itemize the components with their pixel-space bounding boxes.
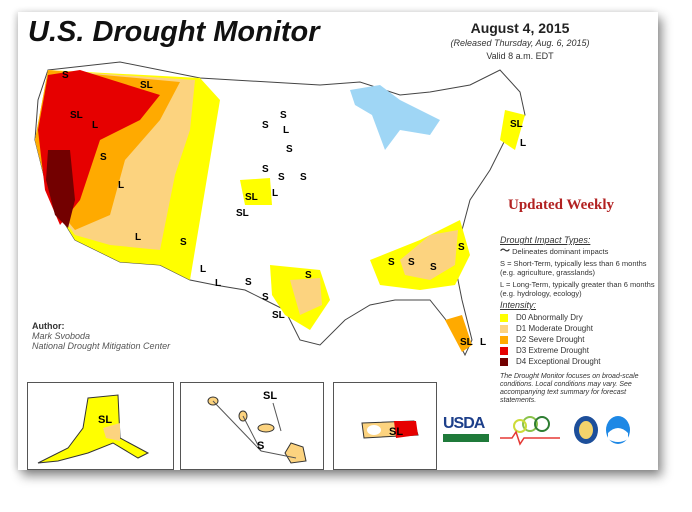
impact-label: S [180,237,187,248]
delineates-text: Delineates dominant impacts [512,247,609,256]
intensity-title: Intensity: [500,300,537,310]
hawaii-label-sl: SL [263,390,277,402]
puerto-rico-inset: SL [333,382,437,470]
updated-weekly-label: Updated Weekly [508,197,614,213]
puerto-rico-label: SL [389,426,403,438]
d4-california [46,150,75,228]
impact-label: S [305,270,312,281]
impact-label: S [408,257,415,268]
impact-label: SL [460,337,473,348]
great-lakes [350,85,440,150]
legend-item: D2 Severe Drought [500,334,660,345]
legend: Drought Impact Types: 〜 Delineates domin… [500,236,660,405]
legend-label: D0 Abnormally Dry [516,313,583,322]
hawaii-label-s: S [257,440,264,452]
author-name: Mark Svoboda [32,331,91,341]
legend-swatch [500,346,508,355]
impact-label: S [458,242,465,253]
legend-item: D1 Moderate Drought [500,323,660,334]
impact-label: S [245,277,252,288]
impact-label: L [92,120,98,131]
commerce-seal-icon [574,416,598,444]
legend-swatch [500,357,508,366]
impact-label: S [262,120,269,131]
impact-label: L [283,125,289,136]
legend-item: D4 Exceptional Drought [500,356,660,367]
valid-time: Valid 8 a.m. EDT [486,51,554,61]
short-term-note: S = Short-Term, typically less than 6 mo… [500,259,647,277]
legend-label: D2 Severe Drought [516,335,585,344]
map-date: August 4, 2015 [470,20,570,36]
impact-label: S [388,257,395,268]
impact-label: SL [140,80,153,91]
author-block: Author: Mark Svoboda National Drought Mi… [32,321,170,351]
legend-item: D0 Abnormally Dry [500,312,660,323]
usda-logo-text: USDA [443,415,485,432]
impact-label: SL [272,310,285,321]
impact-label: L [480,337,486,348]
impact-label: L [272,188,278,199]
author-label: Author: [32,321,65,331]
impact-label: S [300,172,307,183]
alaska-shape [37,394,150,464]
impact-label: S [62,70,69,81]
hawaii-inset: SL S [180,382,324,470]
legend-label: D3 Extreme Drought [516,346,589,355]
impact-label: L [215,278,221,289]
release-date: (Released Thursday, Aug. 6, 2015) [450,38,590,48]
impact-label: SL [70,110,83,121]
impact-label: L [135,232,141,243]
legend-item: D3 Extreme Drought [500,345,660,356]
usda-logo: USDA [443,415,489,442]
legend-label: D1 Moderate Drought [516,324,593,333]
long-term-note: L = Long-Term, typically greater than 6 … [500,280,655,298]
delineates-note: 〜 Delineates dominant impacts [500,246,660,257]
impact-label: S [286,144,293,155]
impact-label: SL [510,119,523,130]
impact-label: S [430,262,437,273]
impact-types-title: Drought Impact Types: [500,235,591,245]
legend-swatch [500,313,508,322]
page-title: U.S. Drought Monitor [28,16,320,48]
d0-florida [445,315,472,352]
alaska-inset: SL [27,382,174,470]
impact-label: S [278,172,285,183]
d1-southeast [400,230,458,280]
impact-label: S [262,164,269,175]
impact-label: L [200,264,206,275]
impact-label: L [118,180,124,191]
d1-south-texas [290,278,322,315]
legend-swatch [500,335,508,344]
impact-label: SL [236,208,249,219]
legend-label: D4 Exceptional Drought [516,357,601,366]
impact-label: S [100,152,107,163]
alaska-label: SL [98,414,112,426]
impact-label: S [280,110,287,121]
ndmc-logo [500,416,560,446]
impact-label: SL [245,192,258,203]
drought-monitor-note: The Drought Monitor focuses on broad-sca… [500,373,639,404]
d0-new-england [500,110,525,150]
impact-label: L [520,138,526,149]
noaa-seal-icon [606,416,630,444]
legend-swatch [500,324,508,333]
author-org: National Drought Mitigation Center [32,341,171,351]
drought-areas [35,70,525,352]
d0-nebraska [240,178,272,205]
impact-label: S [262,292,269,303]
squiggle-icon: 〜 [500,246,510,257]
